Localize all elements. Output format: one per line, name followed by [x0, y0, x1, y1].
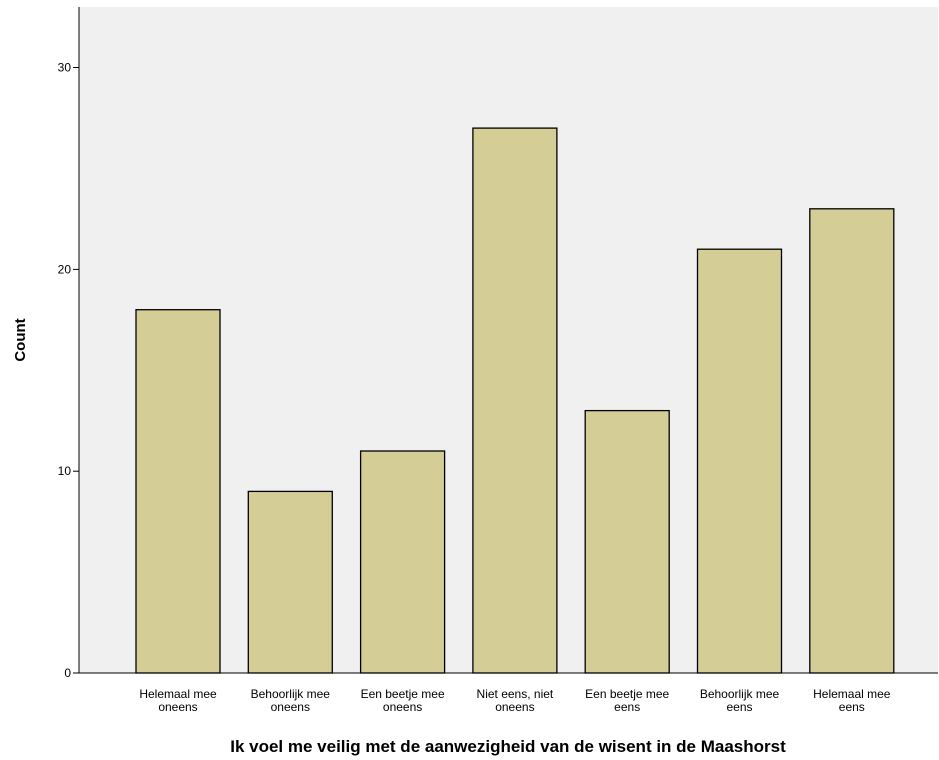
- category-label-line: eens: [614, 700, 640, 714]
- bars-group: [135, 127, 895, 674]
- category-label-line: oneens: [383, 700, 422, 714]
- x-axis-title: Ik voel me veilig met de aanwezigheid va…: [230, 737, 786, 756]
- category-label: Een beetje mee eens: [585, 687, 669, 714]
- bar: [359, 450, 446, 674]
- bar: [809, 208, 895, 674]
- category-label-line: Helemaal mee: [139, 687, 217, 701]
- y-tick-label: 10: [58, 464, 72, 478]
- category-label-line: oneens: [158, 700, 197, 714]
- category-label: Een beetje mee oneens: [361, 687, 445, 714]
- category-label-line: Een beetje mee: [585, 687, 669, 701]
- category-label: Behoorlijk mee eens: [700, 687, 780, 714]
- category-label-line: Behoorlijk mee: [700, 687, 780, 701]
- bar: [135, 309, 221, 674]
- category-label-line: eens: [839, 700, 865, 714]
- category-label-line: oneens: [271, 700, 310, 714]
- category-label-line: Niet eens, niet: [477, 687, 554, 701]
- category-label-line: Een beetje mee: [361, 687, 445, 701]
- y-tick-label: 20: [58, 262, 72, 276]
- category-label-line: oneens: [495, 700, 534, 714]
- y-ticks-group: 0 10 20 30: [58, 61, 79, 680]
- y-axis-title: Count: [12, 318, 29, 361]
- y-tick-label: 0: [64, 666, 71, 680]
- category-label-line: eens: [726, 700, 752, 714]
- category-label: Helemaal mee oneens: [139, 687, 217, 714]
- bar: [472, 127, 558, 674]
- category-label: Helemaal mee eens: [813, 687, 891, 714]
- y-tick-label: 30: [58, 61, 72, 75]
- bar: [696, 248, 783, 674]
- category-label: Behoorlijk mee oneens: [251, 687, 331, 714]
- category-label-line: Helemaal mee: [813, 687, 891, 701]
- bar: [584, 409, 670, 674]
- category-label-line: Behoorlijk mee: [251, 687, 331, 701]
- bar: [247, 490, 333, 674]
- category-label: Niet eens, niet oneens: [477, 687, 554, 714]
